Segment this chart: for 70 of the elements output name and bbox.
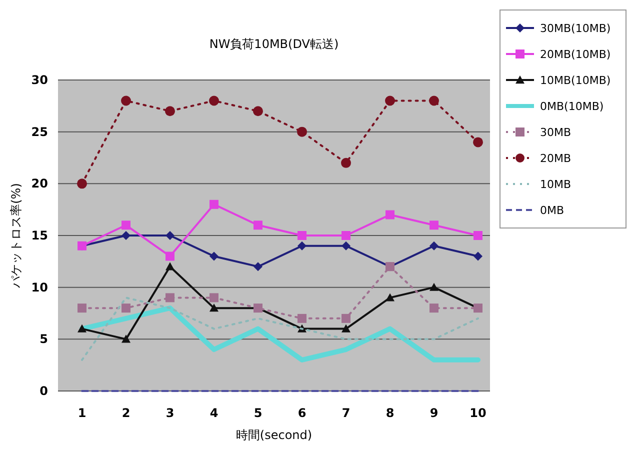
x-tick-label: 1 xyxy=(78,406,86,420)
legend-label: 20MB xyxy=(540,152,572,165)
point xyxy=(209,96,219,106)
point xyxy=(77,178,87,189)
point xyxy=(121,96,131,106)
point xyxy=(122,334,130,343)
legend-label: 20MB(10MB) xyxy=(540,48,611,61)
legend-label: 10MB(10MB) xyxy=(540,74,611,87)
point xyxy=(429,96,439,106)
point xyxy=(78,304,86,313)
y-tick-label: 0 xyxy=(40,384,48,398)
point xyxy=(385,96,395,106)
point xyxy=(122,220,130,230)
point xyxy=(254,262,262,272)
x-axis-title: 時間(second) xyxy=(236,428,312,442)
point xyxy=(430,282,438,291)
point xyxy=(298,314,306,323)
chart-title: NW負荷10MB(DV転送) xyxy=(209,37,339,51)
point xyxy=(166,231,174,240)
point xyxy=(342,241,350,250)
point xyxy=(165,106,175,116)
x-tick-label: 9 xyxy=(430,406,438,420)
point xyxy=(298,231,306,240)
point xyxy=(210,252,218,261)
y-tick-label: 5 xyxy=(40,332,48,346)
legend-label: 0MB(10MB) xyxy=(540,100,604,113)
point xyxy=(474,252,482,261)
y-axis-title: パケットロス率(%) xyxy=(9,183,23,289)
legend-label: 10MB xyxy=(540,178,572,191)
y-tick-label: 25 xyxy=(31,124,48,139)
point xyxy=(253,106,263,116)
x-tick-label: 2 xyxy=(122,406,130,420)
x-tick-label: 8 xyxy=(386,406,394,420)
point xyxy=(122,304,130,313)
point xyxy=(297,126,307,137)
x-tick-label: 7 xyxy=(342,406,350,420)
point xyxy=(298,241,306,250)
x-tick-label: 3 xyxy=(166,406,174,420)
point xyxy=(78,324,86,332)
point xyxy=(122,231,130,240)
point xyxy=(254,220,262,230)
y-tick-label: 10 xyxy=(31,280,48,294)
point xyxy=(342,314,350,323)
point xyxy=(386,293,394,302)
point xyxy=(210,200,218,209)
legend-label: 0MB xyxy=(540,204,564,217)
x-tick-label: 4 xyxy=(210,406,218,420)
point xyxy=(474,231,482,240)
y-tick-label: 30 xyxy=(31,73,48,87)
point xyxy=(210,304,218,312)
x-tick-label: 5 xyxy=(254,406,262,420)
point xyxy=(166,293,174,302)
x-tick-label: 6 xyxy=(298,406,306,420)
point xyxy=(166,262,174,270)
point xyxy=(473,137,483,148)
point xyxy=(210,293,218,302)
point xyxy=(430,220,438,230)
point xyxy=(386,210,394,220)
x-tick-label: 10 xyxy=(470,406,486,420)
line-series xyxy=(81,296,479,361)
y-tick-label: 20 xyxy=(31,176,48,191)
y-tick-label: 15 xyxy=(31,228,48,242)
legend-label: 30MB(10MB) xyxy=(540,22,611,35)
point xyxy=(342,231,350,240)
point xyxy=(430,241,438,250)
legend-label: 30MB xyxy=(540,126,572,139)
point xyxy=(430,304,438,313)
point xyxy=(342,324,350,332)
point xyxy=(166,252,174,261)
point xyxy=(341,158,351,168)
